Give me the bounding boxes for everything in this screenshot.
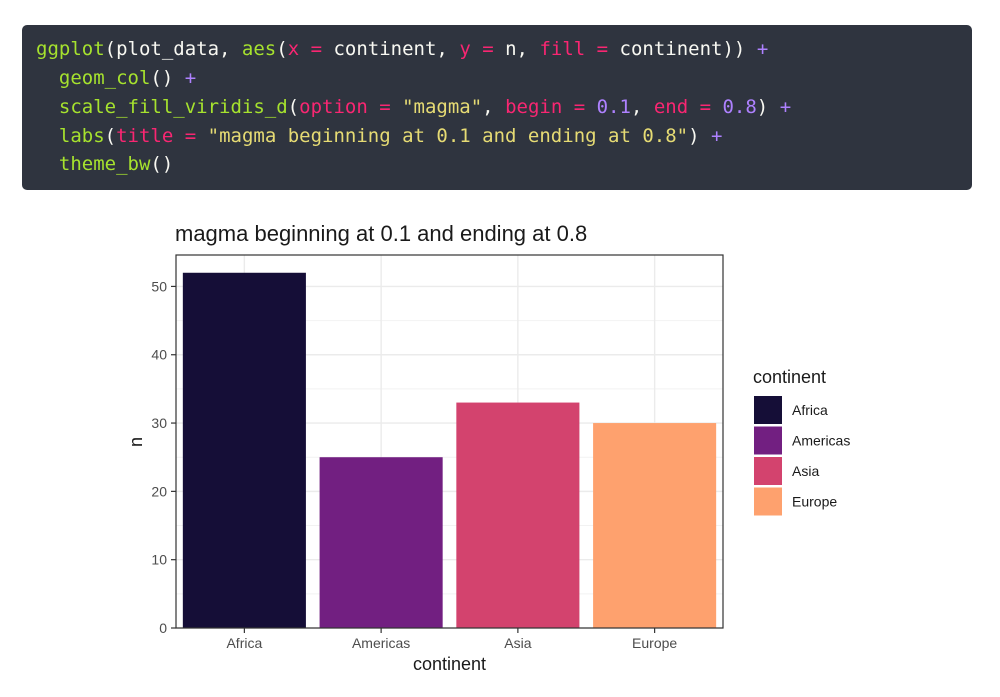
code-token: ggplot (36, 38, 105, 60)
chart-title: magma beginning at 0.1 and ending at 0.8 (175, 221, 587, 246)
plot-area: 0 10 20 30 40 50 Africa Americas Asia Europe (151, 254, 724, 651)
x-tick-label: Americas (352, 635, 410, 651)
code-token: "magma beginning at 0.1 and ending at 0.… (207, 125, 689, 147)
code-token: = (173, 125, 208, 147)
code-token: begin (505, 96, 563, 118)
y-tick-label: 20 (151, 483, 167, 499)
bar-americas (319, 457, 443, 628)
legend-title: continent (753, 367, 826, 387)
code-token: ) (688, 125, 711, 147)
code-token: end (653, 96, 689, 118)
code-token: + (710, 125, 723, 147)
bar-asia (456, 402, 580, 628)
legend-key-europe (754, 487, 782, 516)
code-line: ggplot(plot_data, aes(x = continent, y =… (36, 38, 768, 60)
bar-africa (182, 272, 306, 628)
legend-label: Asia (792, 463, 819, 479)
code-token: title (116, 125, 174, 147)
code-token: aes (241, 38, 277, 60)
code-line: labs(title = "magma beginning at 0.1 and… (36, 125, 723, 147)
code-token: 0.8 (722, 96, 757, 118)
legend-label: Europe (792, 494, 837, 510)
code-token: labs (58, 125, 105, 147)
legend-label: Americas (792, 433, 850, 449)
code-token: x (287, 38, 300, 60)
y-tick-label: 40 (151, 347, 167, 363)
x-tick-label: Africa (226, 635, 262, 651)
y-tick-label: 10 (151, 552, 167, 568)
code-token: 0.1 (596, 96, 631, 118)
code-token: continent)) (619, 38, 757, 60)
code-token: geom_col (58, 67, 151, 89)
code-block: ggplot(plot_data, aes(x = continent, y =… (22, 25, 972, 190)
code-token: ( (104, 125, 117, 147)
y-tick-label: 30 (151, 415, 167, 431)
code-token: = (299, 38, 334, 60)
code-line: geom_col() + (36, 67, 196, 89)
y-tick-label: 0 (159, 620, 167, 636)
code-token: scale_fill_viridis_d (58, 96, 288, 118)
code-line: theme_bw() (36, 153, 173, 175)
code-token: "magma" (402, 96, 483, 118)
code-token: + (184, 67, 197, 89)
legend-key-americas (754, 426, 782, 455)
code-token: fill (539, 38, 586, 60)
code-token: + (756, 38, 769, 60)
x-tick-label: Europe (632, 635, 677, 651)
y-tick-label: 50 (151, 278, 167, 294)
code-token: (plot_data, (104, 38, 242, 60)
code-token: theme_bw (58, 153, 151, 175)
code-token: , (630, 96, 654, 118)
legend-label: Africa (792, 402, 828, 418)
bar-europe (593, 423, 717, 628)
code-line: scale_fill_viridis_d(option = "magma", b… (36, 96, 791, 118)
code-token: = (585, 38, 620, 60)
code-token: ) (756, 96, 780, 118)
code-token: y (459, 38, 471, 60)
code-token: ( (287, 96, 300, 118)
code-token: ( (276, 38, 288, 60)
code-token: = (367, 96, 403, 118)
y-axis-title: n (126, 437, 146, 447)
code-token: = (688, 96, 723, 118)
code-token: , (482, 96, 506, 118)
x-axis-title: continent (413, 654, 486, 674)
legend-key-asia (754, 457, 782, 485)
plot-border (175, 254, 724, 629)
code-token: n, (505, 38, 540, 60)
code-token: () (150, 67, 185, 89)
code-token: option (299, 96, 368, 118)
code-token: + (779, 96, 792, 118)
code-token: = (562, 96, 597, 118)
code-token: = (470, 38, 506, 60)
legend: continent Africa Americas Asia Europe (753, 367, 850, 516)
code-token: continent, (333, 38, 460, 60)
x-tick-label: Asia (504, 635, 531, 651)
code-token: () (150, 153, 174, 175)
legend-key-africa (754, 396, 782, 424)
